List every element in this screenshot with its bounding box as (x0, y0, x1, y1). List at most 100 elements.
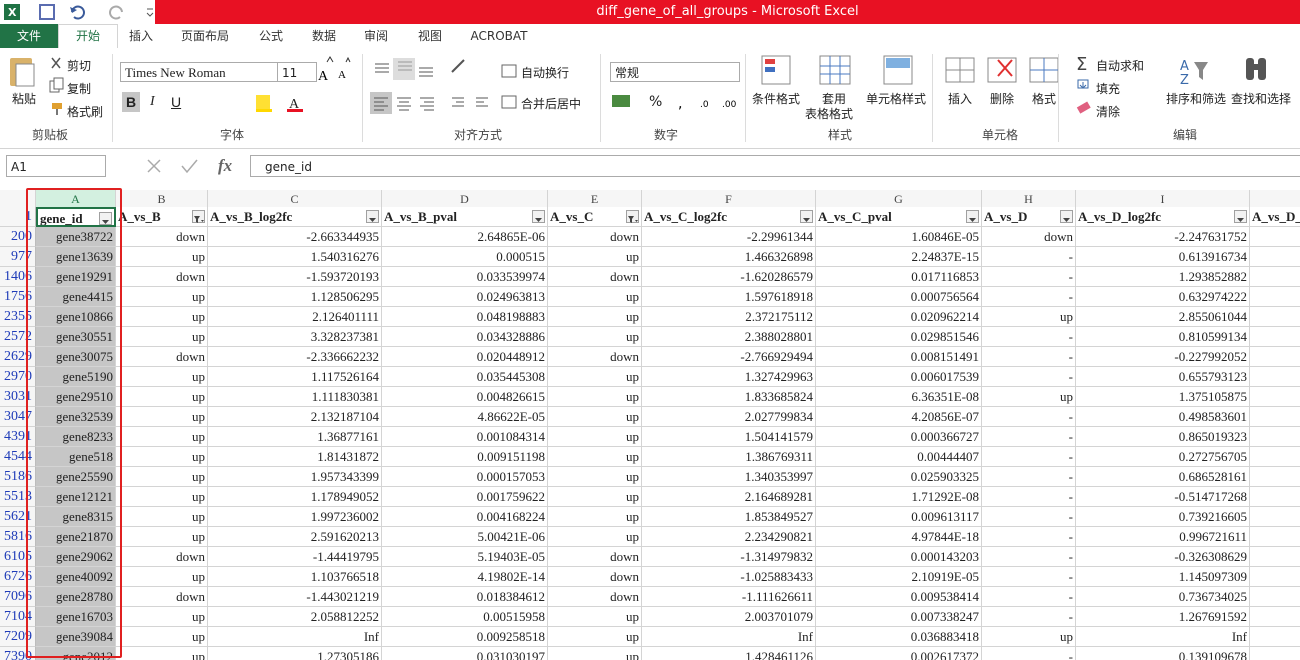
cell[interactable] (1250, 387, 1300, 407)
cell[interactable]: 0.686528161 (1076, 467, 1250, 487)
cell[interactable]: 0.000366727 (816, 427, 982, 447)
cell[interactable]: up (548, 247, 642, 267)
cell[interactable]: up (116, 287, 208, 307)
cell[interactable]: 0.004168224 (382, 507, 548, 527)
cell[interactable]: -1.111626611 (642, 587, 816, 607)
cell[interactable] (1250, 547, 1300, 567)
cell[interactable]: 0.498583601 (1076, 407, 1250, 427)
cell[interactable]: - (982, 587, 1076, 607)
cell[interactable]: down (548, 587, 642, 607)
cell[interactable]: 0.020962214 (816, 307, 982, 327)
cut-button[interactable]: 剪切 (67, 59, 92, 73)
cell[interactable]: gene30075 (36, 347, 116, 367)
cell[interactable]: gene39084 (36, 627, 116, 647)
cell[interactable]: gene29510 (36, 387, 116, 407)
cell[interactable]: 6.36351E-08 (816, 387, 982, 407)
cell[interactable]: 0.009613117 (816, 507, 982, 527)
cell[interactable]: 1.81431872 (208, 447, 382, 467)
cell[interactable] (1250, 507, 1300, 527)
cell[interactable]: 2.027799834 (642, 407, 816, 427)
cell[interactable]: 2.24837E-15 (816, 247, 982, 267)
cell[interactable]: 0.00444407 (816, 447, 982, 467)
cell[interactable]: 0.996721611 (1076, 527, 1250, 547)
cell[interactable]: gene12121 (36, 487, 116, 507)
cell[interactable]: 0.004826615 (382, 387, 548, 407)
cell[interactable]: 1.36877161 (208, 427, 382, 447)
cell[interactable]: 5.19403E-05 (382, 547, 548, 567)
cell[interactable]: 1.597618918 (642, 287, 816, 307)
cell[interactable]: -1.443021219 (208, 587, 382, 607)
cell[interactable] (1250, 447, 1300, 467)
cell[interactable]: 3.328237381 (208, 327, 382, 347)
cell[interactable]: down (548, 567, 642, 587)
cell[interactable]: 2.126401111 (208, 307, 382, 327)
percent-button[interactable]: % (649, 94, 663, 110)
cell[interactable] (1250, 567, 1300, 587)
cell[interactable]: - (982, 247, 1076, 267)
cell[interactable]: 0.001084314 (382, 427, 548, 447)
cell[interactable]: up (548, 607, 642, 627)
filter-button[interactable] (800, 210, 813, 223)
cell[interactable]: down (116, 587, 208, 607)
ribbon-tab[interactable]: 插入 (128, 29, 154, 43)
cell[interactable]: 0.025903325 (816, 467, 982, 487)
header-cell[interactable]: A_vs_D_log2fc (1076, 207, 1250, 227)
copy-button[interactable]: 复制 (67, 82, 92, 96)
ribbon-tab[interactable]: 数据 (311, 29, 337, 43)
cell[interactable]: 0.009151198 (382, 447, 548, 467)
cell[interactable]: gene8233 (36, 427, 116, 447)
cell[interactable]: -0.227992052 (1076, 347, 1250, 367)
cell[interactable]: up (982, 627, 1076, 647)
cell[interactable]: 0.632974222 (1076, 287, 1250, 307)
cell[interactable]: up (116, 647, 208, 660)
cell[interactable]: 5.00421E-06 (382, 527, 548, 547)
cell[interactable]: 2.234290821 (642, 527, 816, 547)
cell[interactable]: 0.000157053 (382, 467, 548, 487)
find-select-button[interactable]: 查找和选择 (1231, 92, 1292, 106)
cell[interactable]: 0.031030197 (382, 647, 548, 660)
cell[interactable]: 1.128506295 (208, 287, 382, 307)
cell[interactable]: 0.139109678 (1076, 647, 1250, 660)
cell[interactable]: up (548, 447, 642, 467)
cell[interactable]: 2.10919E-05 (816, 567, 982, 587)
italic-button[interactable]: I (150, 94, 155, 109)
cell[interactable]: gene40092 (36, 567, 116, 587)
cell[interactable]: 0.018384612 (382, 587, 548, 607)
cell[interactable]: 1.428461126 (642, 647, 816, 660)
cell[interactable]: 4.86622E-05 (382, 407, 548, 427)
paste-button[interactable]: 粘贴 (12, 92, 37, 106)
cell[interactable]: gene10866 (36, 307, 116, 327)
cell[interactable]: -2.766929494 (642, 347, 816, 367)
cell[interactable]: up (116, 367, 208, 387)
cell[interactable]: - (982, 527, 1076, 547)
cell[interactable]: 4.19802E-14 (382, 567, 548, 587)
cell[interactable]: 0.017116853 (816, 267, 982, 287)
cell[interactable]: down (116, 347, 208, 367)
cell[interactable]: - (982, 507, 1076, 527)
cell[interactable]: 0.048198883 (382, 307, 548, 327)
number-format-box[interactable]: 常规 (610, 62, 740, 82)
cell[interactable]: gene518 (36, 447, 116, 467)
cell[interactable]: 0.739216605 (1076, 507, 1250, 527)
cell[interactable]: 0.000515 (382, 247, 548, 267)
cell[interactable]: 0.001759622 (382, 487, 548, 507)
cell[interactable]: up (548, 487, 642, 507)
header-cell[interactable]: A_vs_C (548, 207, 642, 227)
conditional-format-button[interactable]: 条件格式 (752, 92, 801, 106)
autosum-button[interactable]: 自动求和 (1096, 59, 1145, 73)
cell[interactable]: 0.033539974 (382, 267, 548, 287)
bold-button[interactable]: B (126, 94, 137, 110)
cell[interactable]: gene4415 (36, 287, 116, 307)
cell[interactable] (1250, 627, 1300, 647)
cell[interactable]: 0.655793123 (1076, 367, 1250, 387)
cell[interactable] (1250, 647, 1300, 660)
ribbon-tab[interactable]: 视图 (417, 29, 443, 43)
cell[interactable]: 1.504141579 (642, 427, 816, 447)
cell[interactable]: 1.293852882 (1076, 267, 1250, 287)
insert-button[interactable]: 插入 (948, 92, 973, 106)
header-cell[interactable]: A_vs_B (116, 207, 208, 227)
cell[interactable]: - (982, 487, 1076, 507)
cell[interactable]: down (548, 227, 642, 247)
cell[interactable]: - (982, 467, 1076, 487)
cell[interactable]: gene8315 (36, 507, 116, 527)
